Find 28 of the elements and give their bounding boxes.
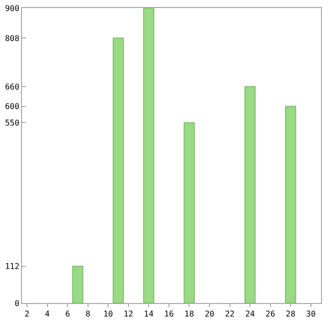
x-tick-label: 18 [184, 310, 194, 319]
x-tick-label: 6 [65, 310, 70, 319]
bar [143, 8, 154, 303]
y-tick-label: 900 [4, 4, 20, 13]
x-tick-label: 12 [124, 310, 134, 319]
x-tick-label: 4 [44, 310, 50, 319]
bar [72, 266, 84, 303]
y-tick-label: 808 [4, 34, 20, 43]
x-tick-label: 30 [306, 310, 316, 319]
y-tick-label: 660 [4, 82, 20, 92]
y-tick-label: 112 [4, 262, 20, 272]
x-tick-label: 24 [245, 310, 256, 319]
x-tick-label: 28 [286, 310, 296, 319]
x-tick-label: 20 [204, 310, 215, 319]
x-tick-label: 22 [224, 310, 235, 319]
x-tick-label: 16 [164, 310, 174, 319]
bar [244, 86, 256, 303]
x-tick-label: 10 [103, 310, 114, 319]
x-tick-label: 26 [266, 310, 276, 319]
x-tick-label: 8 [85, 310, 90, 319]
bar [285, 106, 296, 303]
x-tick-label: 14 [144, 310, 154, 319]
x-tick-label: 2 [24, 310, 30, 319]
y-tick-label: 600 [4, 102, 20, 112]
y-tick-label: 550 [4, 118, 20, 128]
bar [112, 38, 124, 303]
y-tick-label: 0 [14, 298, 20, 308]
bar [184, 122, 195, 303]
